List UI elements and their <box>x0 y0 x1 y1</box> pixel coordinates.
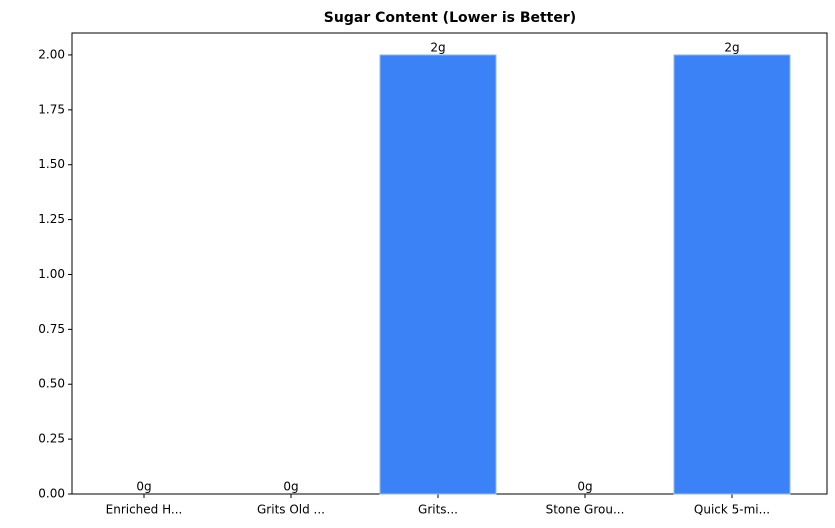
y-tick-label: 1.00 <box>38 267 65 281</box>
bar <box>379 54 497 495</box>
y-tick-label: 0.00 <box>38 487 65 501</box>
y-tick-label: 0.50 <box>38 377 65 391</box>
y-tick-label: 2.00 <box>38 47 65 61</box>
y-tick-label: 1.25 <box>38 212 65 226</box>
value-label: 2g <box>724 40 739 54</box>
value-label: 0g <box>283 480 298 494</box>
y-tick-label: 0.25 <box>38 432 65 446</box>
x-tick-label: Enriched H... <box>106 503 183 517</box>
value-label: 0g <box>577 480 592 494</box>
value-label: 0g <box>136 480 151 494</box>
x-tick-label: Grits... <box>418 503 458 517</box>
bar <box>673 54 791 495</box>
value-label: 2g <box>430 40 445 54</box>
x-tick-label: Grits Old ... <box>257 503 325 517</box>
x-tick-label: Quick 5-mi... <box>694 503 770 517</box>
chart-title: Sugar Content (Lower is Better) <box>324 10 576 26</box>
y-tick-label: 0.75 <box>38 322 65 336</box>
y-tick-label: 1.50 <box>38 157 65 171</box>
x-tick-label: Stone Grou... <box>546 503 625 517</box>
y-tick-label: 1.75 <box>38 102 65 116</box>
